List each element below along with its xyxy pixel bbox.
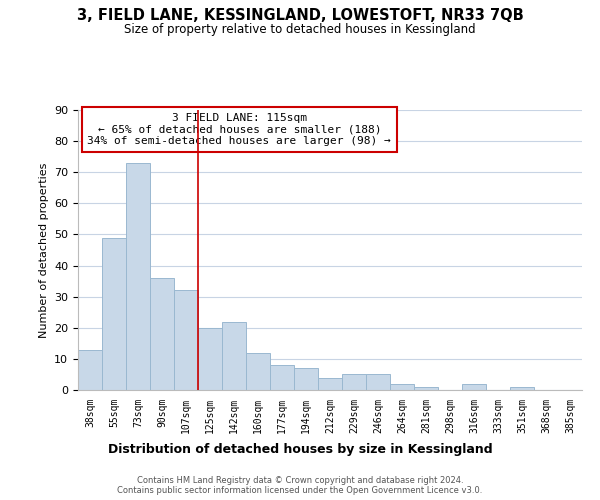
Bar bbox=[318, 378, 342, 390]
Bar bbox=[366, 374, 390, 390]
Bar bbox=[246, 352, 270, 390]
Text: Contains HM Land Registry data © Crown copyright and database right 2024.
Contai: Contains HM Land Registry data © Crown c… bbox=[118, 476, 482, 495]
Bar bbox=[78, 350, 102, 390]
Bar bbox=[390, 384, 414, 390]
Bar bbox=[222, 322, 246, 390]
Text: 3, FIELD LANE, KESSINGLAND, LOWESTOFT, NR33 7QB: 3, FIELD LANE, KESSINGLAND, LOWESTOFT, N… bbox=[77, 8, 523, 22]
Text: 3 FIELD LANE: 115sqm
← 65% of detached houses are smaller (188)
34% of semi-deta: 3 FIELD LANE: 115sqm ← 65% of detached h… bbox=[88, 113, 391, 146]
Bar bbox=[174, 290, 198, 390]
Bar bbox=[150, 278, 174, 390]
Bar bbox=[294, 368, 318, 390]
Bar bbox=[198, 328, 222, 390]
Bar bbox=[462, 384, 486, 390]
Text: Size of property relative to detached houses in Kessingland: Size of property relative to detached ho… bbox=[124, 22, 476, 36]
Bar bbox=[102, 238, 126, 390]
Bar bbox=[126, 163, 150, 390]
Bar bbox=[510, 387, 534, 390]
Bar bbox=[270, 365, 294, 390]
Text: Distribution of detached houses by size in Kessingland: Distribution of detached houses by size … bbox=[107, 442, 493, 456]
Bar bbox=[342, 374, 366, 390]
Bar bbox=[414, 387, 438, 390]
Y-axis label: Number of detached properties: Number of detached properties bbox=[38, 162, 49, 338]
